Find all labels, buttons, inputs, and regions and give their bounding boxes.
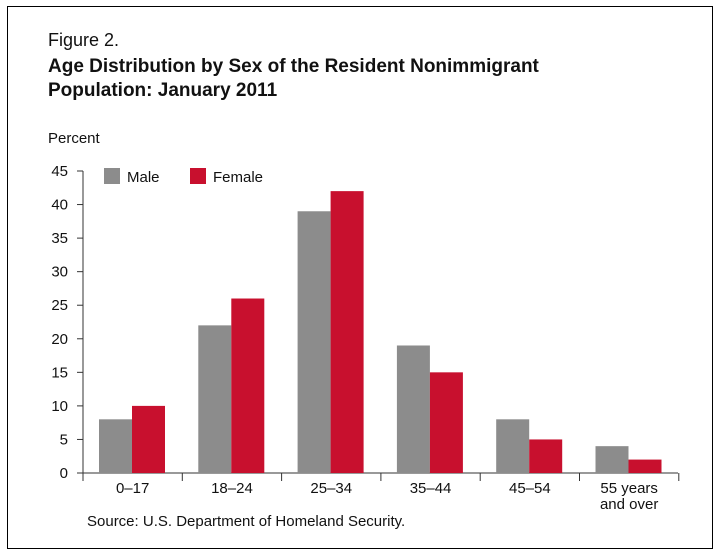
legend: Male Female <box>104 168 263 186</box>
bar-male-3 <box>396 345 430 473</box>
bar-male-2 <box>297 211 331 473</box>
x-tick-label: 55 years and over <box>600 480 658 513</box>
y-tick-label: 30 <box>51 264 68 281</box>
bar-male-1 <box>198 325 232 473</box>
x-tick-label: 25–34 <box>310 480 352 497</box>
y-axis-label: Percent <box>48 130 101 147</box>
axes: 0 5 10 15 20 25 30 35 40 45 0–17 18–24 25–34 35–44 45–… <box>51 163 680 513</box>
y-tick-label: 15 <box>51 364 68 381</box>
x-tick-label: 45–54 <box>509 480 551 497</box>
y-tick-label: 20 <box>51 331 68 348</box>
chart-title: Age Distribution by Sex of the Resident … <box>48 56 539 101</box>
bar-female-4 <box>529 439 563 473</box>
x-tick-label: 0–17 <box>116 480 149 497</box>
bar-female-3 <box>429 372 463 473</box>
figure-label: Figure 2. <box>48 30 120 50</box>
bar-female-1 <box>231 298 265 473</box>
y-tick-label: 25 <box>51 297 68 314</box>
x-tick-label: 18–24 <box>211 480 253 497</box>
y-tick-label: 5 <box>60 431 68 448</box>
bar-male-0 <box>99 419 132 473</box>
legend-label-female: Female <box>213 169 263 186</box>
bar-female-2 <box>330 191 364 473</box>
bars <box>99 191 662 473</box>
y-tick-label: 10 <box>51 398 68 415</box>
legend-swatch-male <box>104 168 120 184</box>
y-tick-label: 35 <box>51 230 68 247</box>
legend-label-male: Male <box>127 169 160 186</box>
legend-swatch-female <box>190 168 206 184</box>
y-tick-label: 45 <box>51 163 68 180</box>
bar-female-0 <box>132 405 165 473</box>
bar-male-4 <box>496 419 530 473</box>
y-tick-label: 0 <box>60 465 68 482</box>
bar-male-5 <box>595 446 629 473</box>
bar-female-5 <box>628 459 662 473</box>
y-tick-label: 40 <box>51 197 68 214</box>
x-tick-label: 35–44 <box>410 480 452 497</box>
source-note: Source: U.S. Department of Homeland Secu… <box>87 513 406 530</box>
